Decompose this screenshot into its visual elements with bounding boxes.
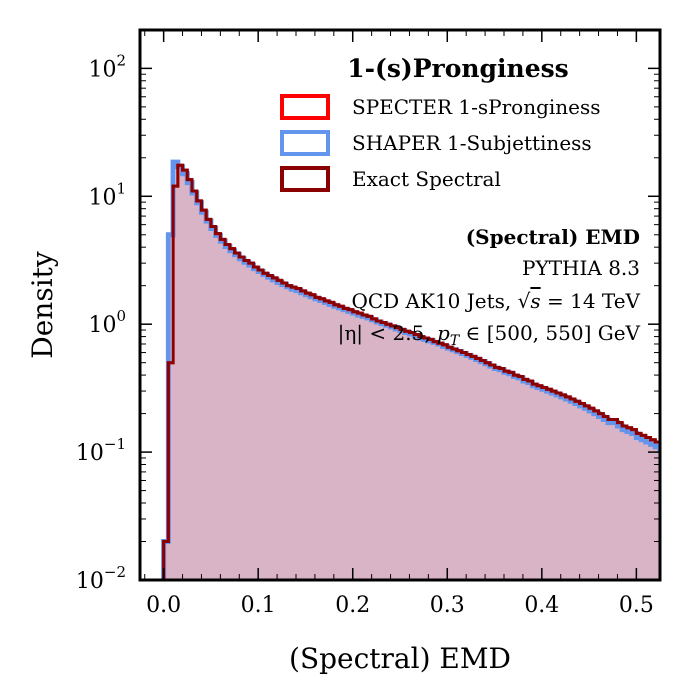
- series-exact-line: [162, 163, 660, 580]
- x-tick-label: 0.3: [430, 593, 465, 618]
- annotation-method: (Spectral) EMD: [466, 225, 640, 249]
- x-tick-label: 0.1: [241, 593, 276, 618]
- plot-area: [161, 159, 660, 580]
- plot-frame: [138, 28, 662, 582]
- legend-label: SPECTER 1-sPronginess: [352, 95, 601, 119]
- legend-label: Exact Spectral: [352, 167, 501, 191]
- legend-swatch: [280, 94, 330, 120]
- x-tick-label: 0.0: [146, 593, 181, 618]
- y-tick-label: 102: [88, 51, 126, 82]
- histogram-fill: [163, 165, 660, 580]
- annotation-sample: QCD AK10 Jets, √s = 14 TeV: [351, 289, 640, 313]
- annotation-block: (Spectral) EMD PYTHIA 8.3 QCD AK10 Jets, √…: [338, 225, 641, 349]
- legend-swatch: [280, 166, 330, 192]
- annotation-generator: PYTHIA 8.3: [522, 256, 640, 280]
- y-tick-label: 101: [88, 179, 126, 210]
- axis-ticks: 0.0 0.1 0.2 0.3 0.4 0.5 10−2 10−1 100 101 102: [76, 30, 660, 618]
- y-tick-label: 10−1: [76, 435, 126, 466]
- annotation-cuts: |η| < 2.5, pT ∈ [500, 550] GeV: [338, 321, 641, 349]
- x-tick-label: 0.2: [335, 593, 370, 618]
- y-axis-title: Density: [26, 251, 59, 359]
- y-tick-label: 100: [88, 307, 126, 338]
- x-tick-label: 0.5: [619, 593, 654, 618]
- x-axis-title: (Spectral) EMD: [289, 642, 511, 675]
- x-tick-label: 0.4: [524, 593, 559, 618]
- legend-swatch: [280, 130, 330, 156]
- legend-label: SHAPER 1-Subjettiness: [352, 131, 592, 155]
- legend-title: 1-(s)Pronginess: [347, 54, 569, 83]
- y-tick-label: 10−2: [76, 563, 126, 594]
- legend: 1-(s)Pronginess SPECTER 1-sPronginess SHAP…: [280, 54, 601, 192]
